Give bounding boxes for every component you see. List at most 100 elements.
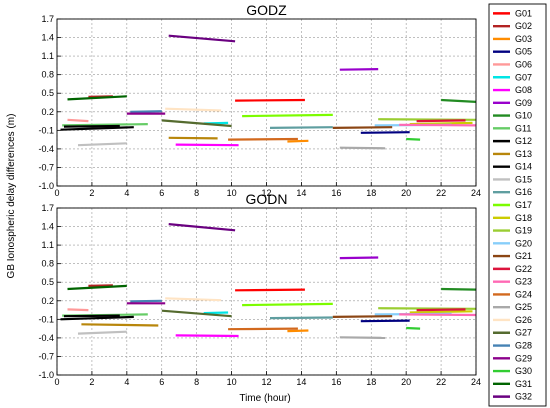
x-tick-label: 24: [471, 377, 481, 387]
x-tick-label: 4: [124, 377, 129, 387]
legend-label-g28: G28: [515, 341, 532, 351]
series-line-g11: [62, 123, 148, 127]
legend: G01 G02 G03 G05 G06 G07 G08 G09 G10 G11 G12 G13 G14 G…: [488, 3, 547, 407]
series-line-g26: [165, 297, 222, 302]
legend-label-g18: G18: [515, 213, 532, 223]
series-line-g18: [409, 310, 473, 314]
legend-label-g19: G19: [515, 226, 532, 236]
x-tick-label: 0: [54, 377, 59, 387]
series-line-g01: [235, 98, 305, 102]
legend-label-g20: G20: [515, 238, 532, 248]
legend-label-g16: G16: [515, 187, 532, 197]
x-tick-label: 24: [471, 188, 481, 198]
x-tick-label: 22: [436, 188, 446, 198]
series-line-g07: [203, 311, 229, 315]
legend-label-g10: G10: [515, 111, 532, 121]
legend-label-g21: G21: [515, 251, 532, 261]
x-tick-label: 16: [331, 188, 341, 198]
y-tick-label: 1.1: [41, 51, 54, 61]
y-tick-label: 0.2: [41, 296, 54, 306]
y-tick-label: 1.1: [41, 240, 54, 250]
legend-label-g31: G31: [515, 379, 532, 389]
legend-label-g07: G07: [515, 72, 532, 82]
series-line-g03: [287, 139, 309, 143]
x-tick-label: 2: [89, 377, 94, 387]
series-line-g28: [130, 299, 162, 303]
legend-label-g32: G32: [515, 392, 532, 402]
x-axis-label: Time (hour): [239, 393, 290, 404]
x-tick-label: 20: [401, 377, 411, 387]
legend-label-g26: G26: [515, 315, 532, 325]
series-line-g14: [63, 314, 120, 318]
series-line-g17: [242, 113, 333, 118]
series-line-g13: [168, 136, 218, 140]
legend-label-g27: G27: [515, 328, 532, 338]
y-tick-label: -1.0: [38, 370, 54, 380]
legend-label-g29: G29: [515, 353, 532, 363]
chart-title: GODZ: [246, 2, 287, 18]
legend-label-g15: G15: [515, 174, 532, 184]
x-tick-label: 20: [401, 188, 411, 198]
legend-label-g02: G02: [515, 21, 532, 31]
y-tick-label: 0.8: [41, 259, 54, 269]
legend-label-g12: G12: [515, 136, 532, 146]
legend-label-g25: G25: [515, 302, 532, 312]
y-tick-label: -0.4: [38, 333, 54, 343]
series-line-g27: [161, 119, 232, 128]
y-axis-label: GB Ionospheric delay differences (m): [6, 114, 17, 279]
legend-label-g09: G09: [515, 98, 532, 108]
y-tick-label: 0.8: [41, 70, 54, 80]
y-tick-label: 1.4: [41, 222, 54, 232]
series-line-g26: [165, 107, 222, 112]
y-tick-label: 0.2: [41, 107, 54, 117]
x-tick-label: 10: [227, 377, 237, 387]
series-line-g16: [269, 316, 333, 320]
series-line-g31: [67, 284, 127, 291]
series-line-g32: [168, 34, 236, 43]
series-line-g13: [81, 323, 159, 327]
x-tick-label: 14: [296, 377, 306, 387]
series-line-g10: [441, 287, 477, 291]
x-tick-label: 12: [261, 377, 271, 387]
x-tick-label: 6: [159, 377, 164, 387]
series-line-g09: [339, 256, 379, 260]
series-line-g14: [63, 124, 120, 128]
legend-label-g17: G17: [515, 200, 532, 210]
plot-frame: [56, 18, 477, 187]
chart-title: GODN: [246, 191, 288, 207]
x-tick-label: 8: [194, 188, 199, 198]
series-line-g05: [360, 131, 410, 134]
y-tick-label: 1.7: [41, 14, 54, 24]
series-line-g12: [60, 315, 134, 321]
legend-label-g05: G05: [515, 47, 532, 57]
y-tick-label: -0.1: [38, 314, 54, 324]
series-line-g16: [269, 126, 333, 129]
series-line-g15: [77, 330, 127, 335]
series-line-g12: [60, 126, 134, 131]
series-line-g05: [360, 319, 410, 323]
legend-label-g01: G01: [515, 8, 532, 18]
series-line-g21: [332, 315, 393, 318]
legend-label-g03: G03: [515, 34, 532, 44]
series-line-g32: [168, 223, 236, 232]
y-tick-label: -0.1: [38, 125, 54, 135]
y-tick-label: -0.4: [38, 144, 54, 154]
series-line-g30: [406, 326, 421, 330]
series-line-g17: [242, 302, 333, 307]
series-line-g28: [130, 110, 162, 113]
series-line-g25: [339, 336, 386, 339]
y-tick-label: -1.0: [38, 181, 54, 191]
legend-label-g23: G23: [515, 277, 532, 287]
series-line-g09: [339, 68, 379, 71]
series-line-g23: [399, 123, 477, 127]
series-line-g06: [67, 118, 89, 123]
x-tick-label: 4: [124, 188, 129, 198]
y-tick-label: -0.7: [38, 162, 54, 172]
legend-label-g30: G30: [515, 366, 532, 376]
series-line-g10: [441, 98, 477, 103]
x-tick-label: 10: [227, 188, 237, 198]
x-tick-label: 22: [436, 377, 446, 387]
